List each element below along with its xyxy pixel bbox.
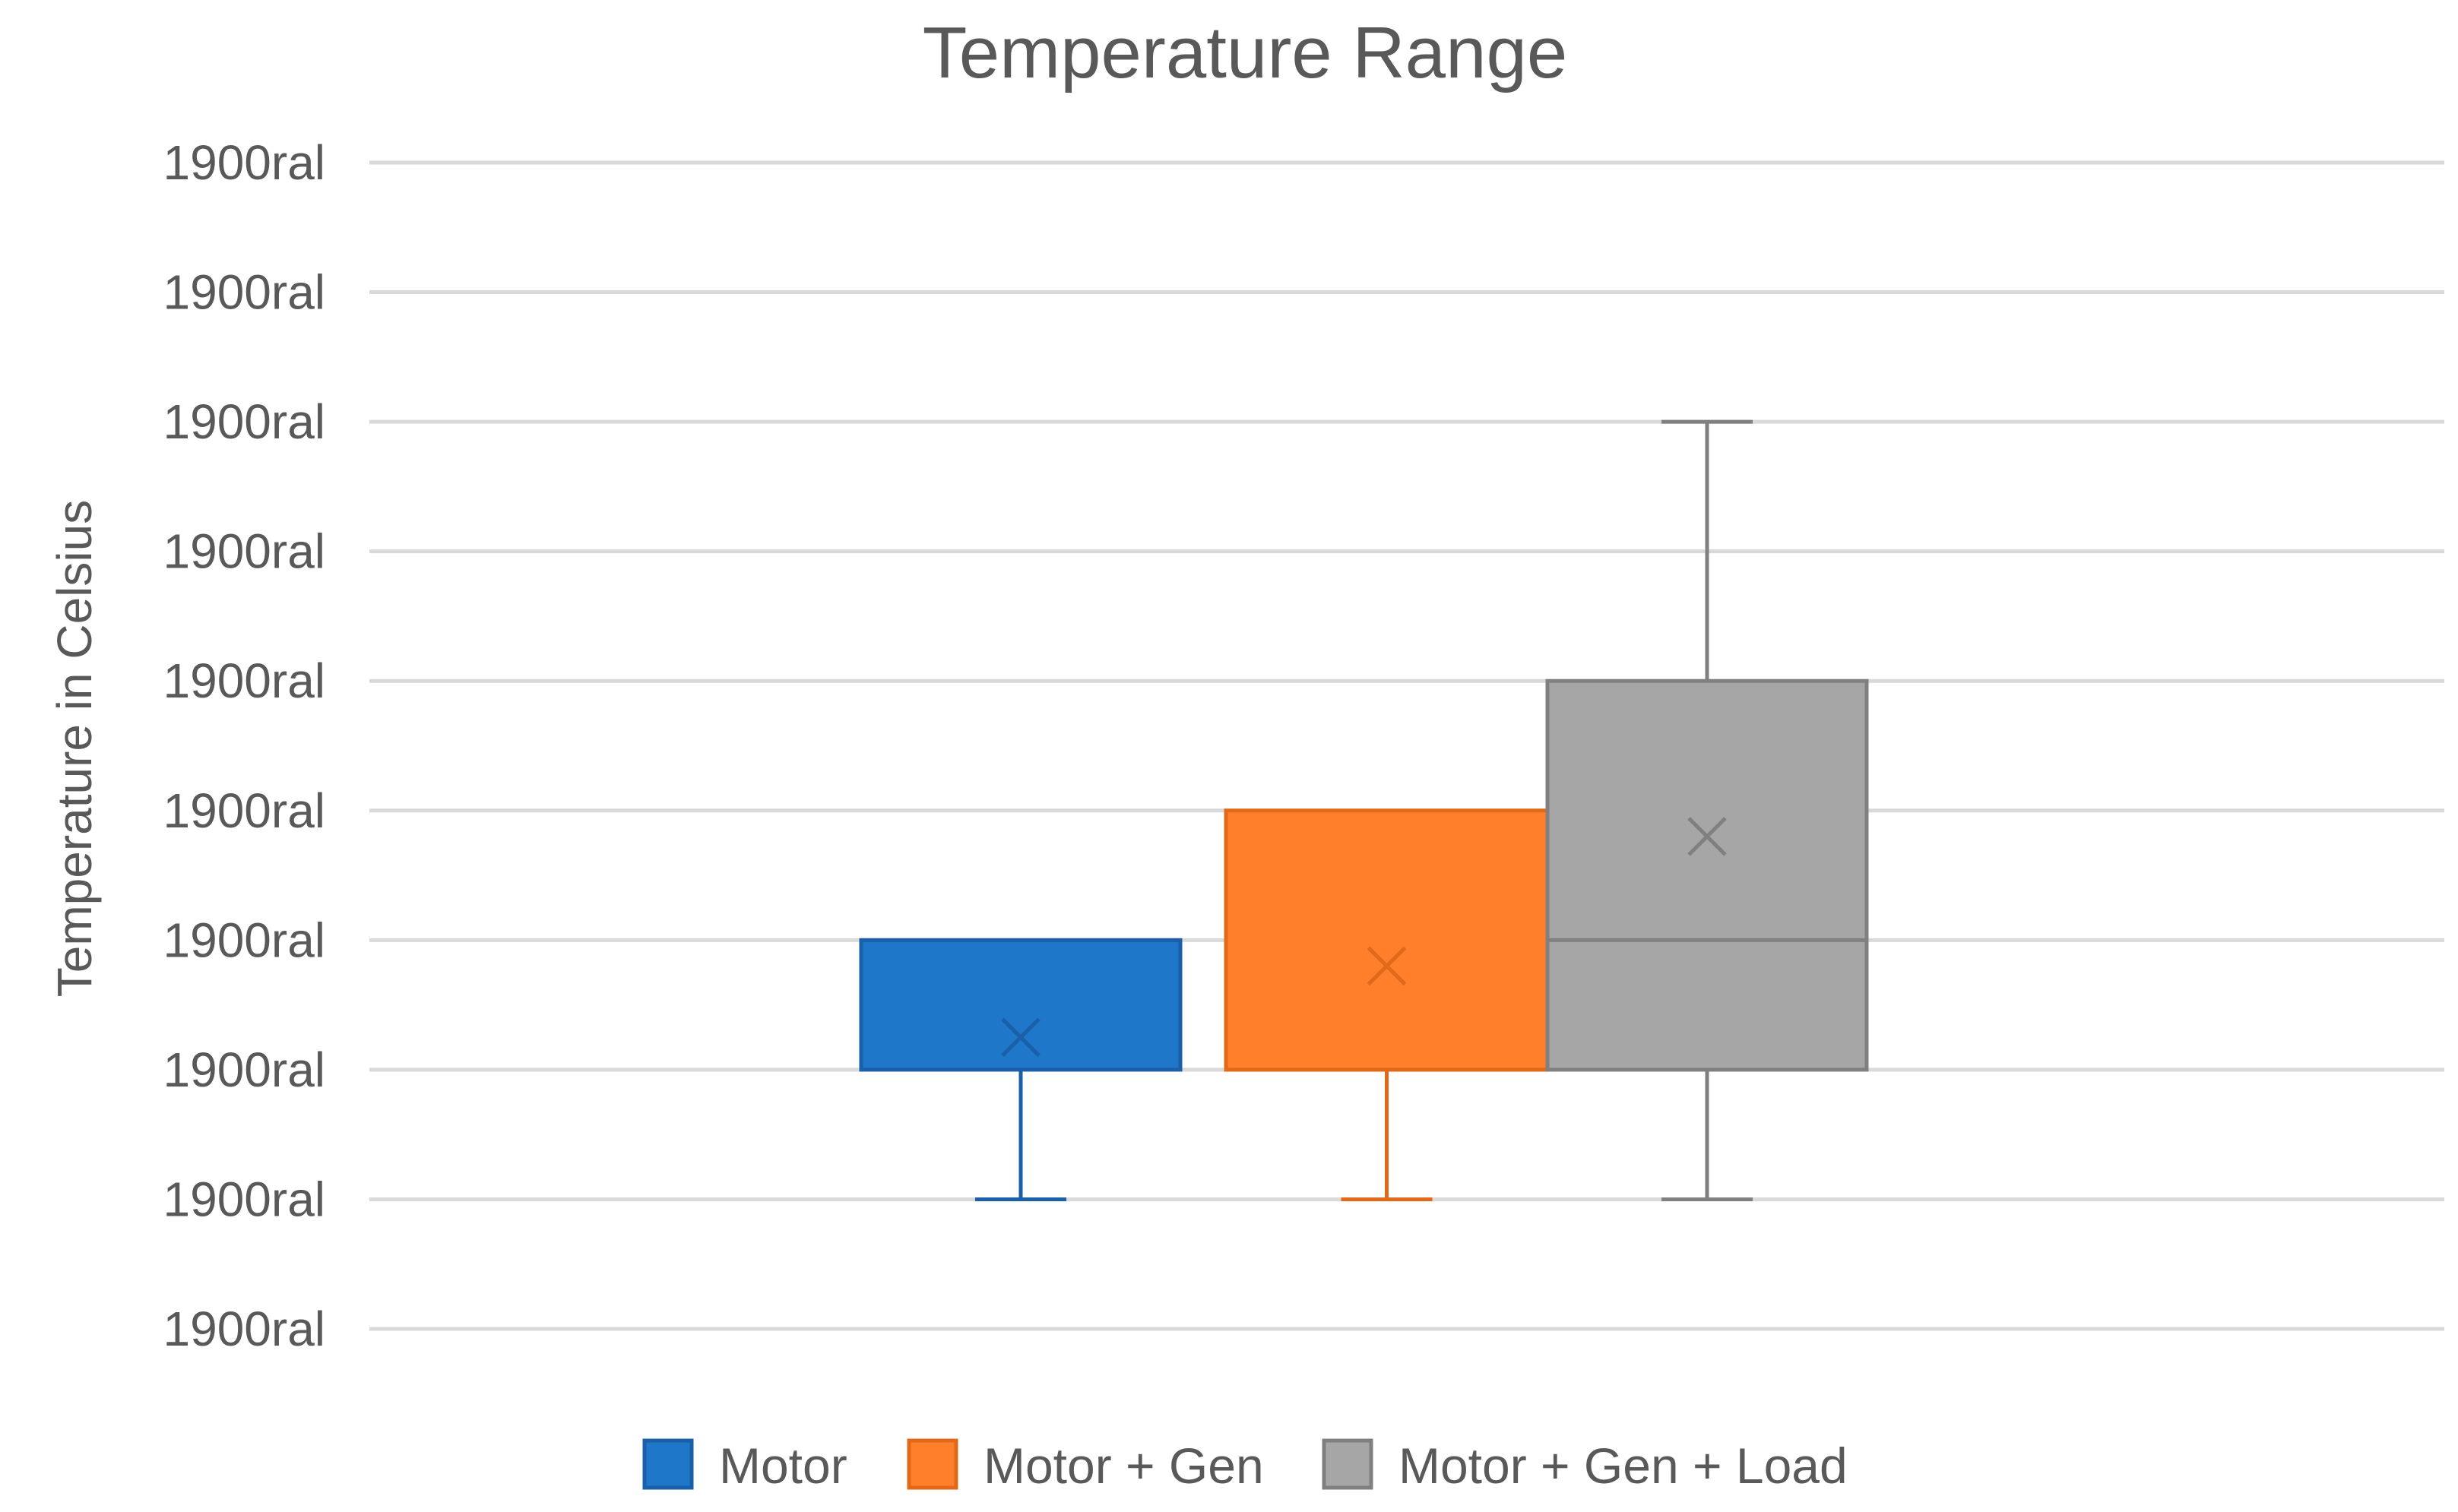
y-tick-label: 1900ral [163,265,326,320]
legend-item: Motor [642,1438,847,1494]
y-tick-label: 1900ral [163,524,326,579]
legend-label: Motor + Gen [984,1438,1264,1494]
legend-swatch [907,1438,958,1490]
y-tick-label: 1900ral [163,1302,326,1356]
box-group [1224,808,1550,1201]
gridlines [369,160,2444,1331]
legend-label: Motor [719,1438,847,1494]
y-tick-label: 1900ral [163,653,326,708]
mean-marker [1367,946,1407,986]
box-group [1545,419,1869,1201]
y-tick-label: 1900ral [163,913,326,967]
y-axis-tick-labels: 1900ral 1900ral 1900ral 1900ral 1900ral 1900r… [163,135,326,1356]
mean-marker [1001,1017,1041,1058]
box-series [859,419,1869,1201]
chart-title: Temperature Range [923,12,1567,93]
y-tick-label: 1900ral [163,135,326,190]
mean-marker [1687,817,1727,856]
y-tick-label: 1900ral [163,783,326,838]
y-tick-label: 1900ral [163,394,326,449]
box-iqr [859,938,1183,1072]
y-axis-title: Temperature in Celsius [47,500,102,998]
legend-item: Motor + Gen [907,1438,1264,1494]
legend: Motor Motor + Gen Motor + Gen + Load [642,1438,1848,1494]
legend-label: Motor + Gen + Load [1398,1438,1848,1494]
legend-swatch [1322,1438,1373,1490]
y-tick-label: 1900ral [163,1172,326,1226]
y-tick-label: 1900ral [163,1042,326,1097]
box-iqr [1545,679,1869,1072]
box-group [859,938,1183,1201]
legend-item: Motor + Gen + Load [1322,1438,1848,1494]
legend-swatch [642,1438,694,1490]
box-iqr [1224,808,1550,1072]
